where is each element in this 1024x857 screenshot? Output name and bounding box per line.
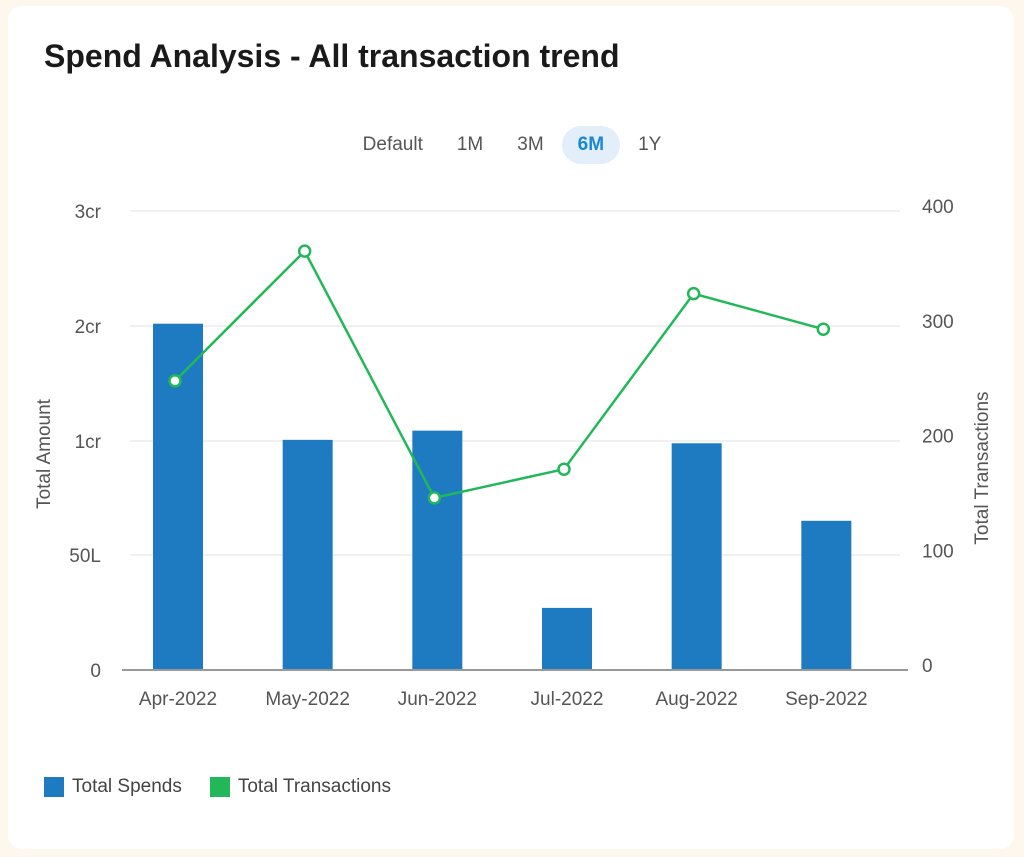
tab-default[interactable]: Default <box>347 126 439 164</box>
point-total-transactions <box>816 322 831 336</box>
point-total-transactions <box>297 244 312 258</box>
legend-item-total-spends[interactable]: Total Spends <box>44 776 182 798</box>
legend-label-total-spends: Total Spends <box>72 776 182 797</box>
x-tick-label: Aug-2022 <box>655 689 737 710</box>
y-tick-label: 50L <box>69 546 101 567</box>
bar-total-spends <box>412 430 463 670</box>
point-total-transactions <box>686 286 701 301</box>
range-tabs: Default 1M 3M 6M 1Y <box>0 124 1024 166</box>
y2-tick-label: 400 <box>922 197 954 218</box>
bar-total-spends <box>801 520 852 670</box>
tab-1y[interactable]: 1Y <box>622 126 677 164</box>
y2-tick-label: 200 <box>922 427 954 448</box>
y-tick-label: 2cr <box>75 317 102 338</box>
y2-axis-label: Total Transactions <box>972 391 993 544</box>
x-tick-label: Apr-2022 <box>139 689 217 710</box>
y-tick-label: 3cr <box>75 202 102 223</box>
y-tick-label: 1cr <box>75 432 102 453</box>
line-total-transactions <box>174 249 824 500</box>
chart-legend: Total Spends Total Transactions <box>44 776 391 798</box>
bar-total-spends <box>542 607 592 670</box>
point-total-transactions <box>168 374 182 388</box>
y2-tick-label: 0 <box>922 656 933 677</box>
legend-label-total-transactions: Total Transactions <box>237 776 391 797</box>
bar-total-spends <box>671 443 722 670</box>
bar-total-spends <box>282 439 333 670</box>
x-tick-label: Jul-2022 <box>531 689 604 710</box>
y2-tick-label: 300 <box>922 312 954 333</box>
tab-1m[interactable]: 1M <box>441 126 499 164</box>
tab-6m[interactable]: 6M <box>561 126 621 164</box>
legend-swatch-line <box>209 777 230 797</box>
y-axis-label: Total Amount <box>34 398 55 509</box>
y2-tick-label: 100 <box>922 541 954 562</box>
x-tick-label: Sep-2022 <box>785 689 867 710</box>
legend-swatch-bar <box>44 777 64 797</box>
page-title: Spend Analysis - All transaction trend <box>44 38 620 74</box>
point-total-transactions <box>557 462 571 476</box>
point-total-transactions <box>427 491 442 505</box>
y-tick-label: 0 <box>90 661 101 682</box>
tab-3m[interactable]: 3M <box>501 126 559 164</box>
x-tick-label: Jun-2022 <box>398 689 477 710</box>
x-tick-label: May-2022 <box>265 689 350 710</box>
legend-item-total-transactions[interactable]: Total Transactions <box>209 776 391 798</box>
